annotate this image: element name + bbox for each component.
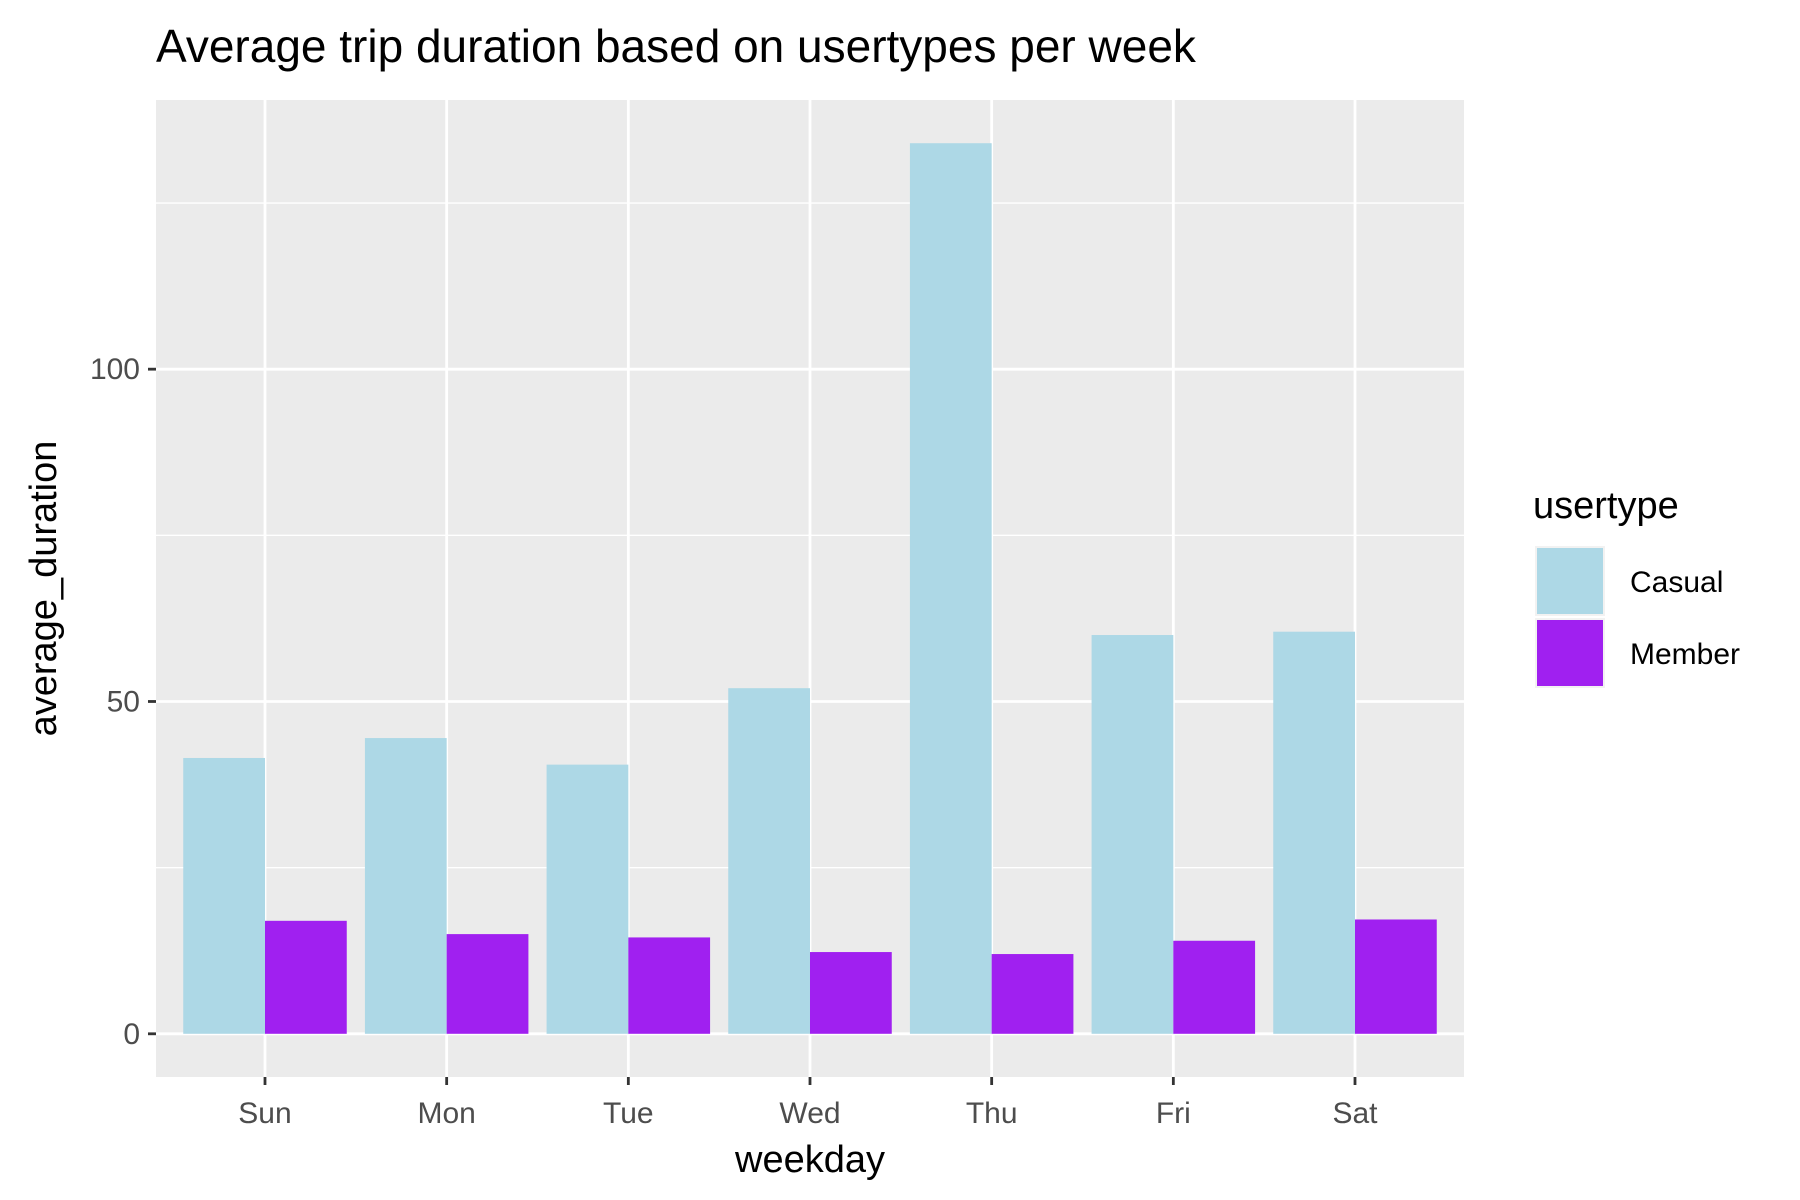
x-tick-label: Tue	[603, 1097, 654, 1130]
y-tick-label: 100	[90, 353, 140, 386]
x-tick-label: Fri	[1156, 1097, 1191, 1130]
bars	[183, 143, 1437, 1034]
bar-casual-sat	[1273, 631, 1355, 1034]
bar-member-thu	[991, 954, 1074, 1034]
bar-member-sat	[1355, 919, 1437, 1034]
legend-key-casual	[1537, 548, 1603, 614]
bar-member-sun	[265, 920, 347, 1034]
x-tick-label: Thu	[966, 1097, 1018, 1130]
x-tick-label: Mon	[417, 1097, 475, 1130]
legend-label-member: Member	[1630, 638, 1740, 671]
bar-member-tue	[628, 937, 711, 1034]
bar-casual-sun	[183, 757, 265, 1034]
y-tick-label: 50	[107, 685, 140, 718]
bar-member-mon	[446, 934, 529, 1034]
legend-title: usertype	[1533, 485, 1679, 527]
x-tick-label: Sat	[1332, 1097, 1378, 1130]
legend-key-member	[1537, 620, 1603, 686]
y-axis: 0 50 100	[90, 353, 156, 1051]
chart-title: Average trip duration based on usertypes…	[156, 20, 1197, 72]
x-axis: Sun Mon Tue Wed Thu Fri Sat	[238, 1077, 1378, 1130]
bar-casual-thu	[909, 143, 992, 1034]
bar-casual-tue	[546, 764, 629, 1034]
bar-casual-fri	[1091, 635, 1174, 1034]
legend-label-casual: Casual	[1630, 566, 1723, 599]
x-tick-label: Sun	[238, 1097, 291, 1130]
x-axis-title: weekday	[734, 1139, 885, 1181]
y-tick-label: 0	[123, 1018, 140, 1051]
y-axis-title: average_duration	[23, 441, 65, 737]
x-tick-label: Wed	[779, 1097, 840, 1130]
bar-casual-wed	[728, 688, 810, 1034]
bar-member-wed	[810, 952, 892, 1034]
legend: usertype Casual Member	[1533, 485, 1740, 688]
bar-member-fri	[1173, 940, 1256, 1034]
bar-casual-mon	[364, 738, 447, 1034]
